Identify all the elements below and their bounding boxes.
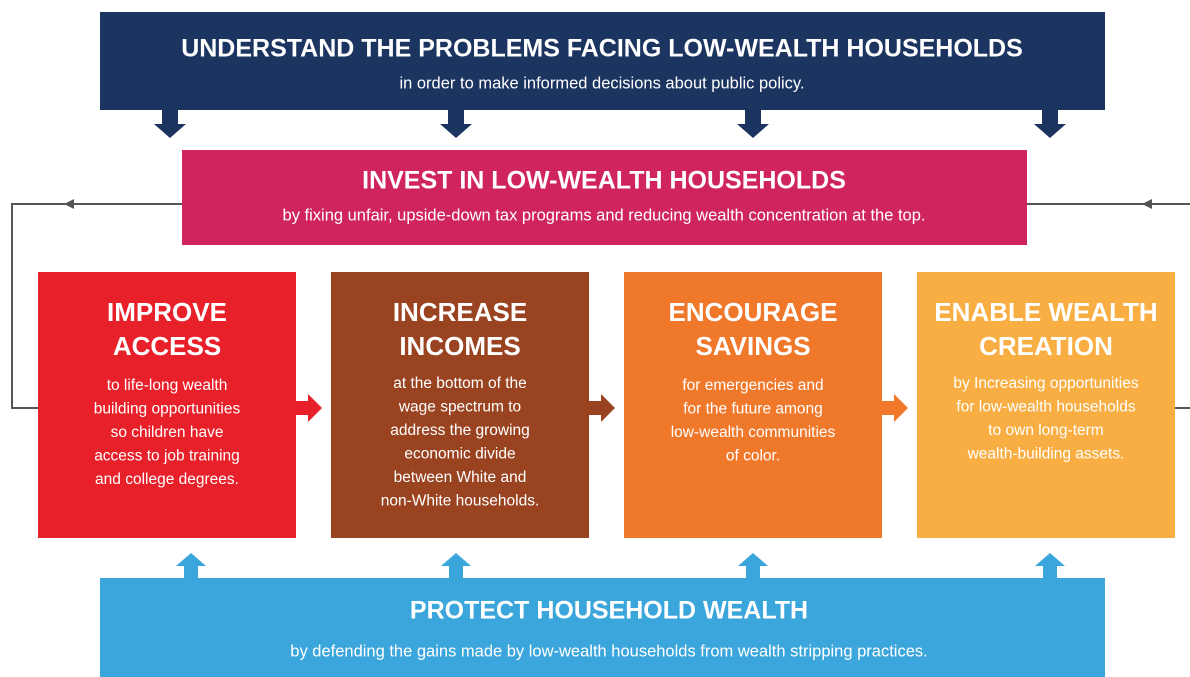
pillar-body: wealth-building assets. bbox=[967, 446, 1125, 463]
pillar-body: and college degrees. bbox=[95, 471, 239, 488]
pillar-title: ENCOURAGE bbox=[668, 297, 837, 327]
pillar-body: of color. bbox=[726, 448, 780, 465]
pillar-title: CREATION bbox=[979, 331, 1113, 361]
pillar-title: INCOMES bbox=[399, 331, 520, 361]
pillar-body: at the bottom of the bbox=[393, 375, 527, 392]
up-arrows bbox=[176, 553, 1065, 578]
pillar-box bbox=[917, 272, 1175, 538]
pillar-box bbox=[38, 272, 296, 538]
feedback-loop bbox=[11, 203, 1190, 409]
loop-arrow bbox=[1142, 199, 1152, 209]
pillars: IMPROVE ACCESS to life-long wealth building… bbox=[38, 272, 1175, 538]
invest-title: INVEST IN LOW-WEALTH HOUSEHOLDS bbox=[362, 167, 846, 195]
pillar-title: SAVINGS bbox=[695, 331, 810, 361]
protect-title: PROTECT HOUSEHOLD WEALTH bbox=[410, 597, 808, 625]
pillar-title: ENABLE WEALTH bbox=[934, 297, 1157, 327]
pillar-body: building opportunities bbox=[94, 401, 241, 418]
protect-subtitle: by defending the gains made by low-wealt… bbox=[290, 642, 927, 660]
pillar-body: low-wealth communities bbox=[671, 424, 836, 441]
pillar-body: access to job training bbox=[94, 448, 240, 465]
down-arrows bbox=[154, 110, 1066, 138]
pillar-title: ACCESS bbox=[113, 331, 221, 361]
pillar-body: between White and bbox=[394, 469, 527, 486]
pillar-box bbox=[331, 272, 589, 538]
pillar-body: address the growing bbox=[390, 422, 530, 439]
pillar-title: INCREASE bbox=[393, 297, 527, 327]
protect-box bbox=[100, 578, 1105, 677]
pillar-title: IMPROVE bbox=[107, 297, 227, 327]
invest-subtitle: by fixing unfair, upside-down tax progra… bbox=[283, 206, 926, 224]
header-subtitle: in order to make informed decisions abou… bbox=[399, 74, 804, 92]
pillar-body: to own long-term bbox=[988, 422, 1103, 439]
pillar-body: wage spectrum to bbox=[398, 399, 521, 416]
pillar-body: for the future among bbox=[683, 401, 823, 418]
pillar-body: by Increasing opportunities bbox=[953, 375, 1139, 392]
pillar-body: for emergencies and bbox=[682, 377, 823, 394]
flow-arrow bbox=[589, 394, 615, 422]
flow-arrow bbox=[882, 394, 908, 422]
invest-box bbox=[182, 150, 1027, 245]
header-title: UNDERSTAND THE PROBLEMS FACING LOW-WEALT… bbox=[181, 35, 1023, 63]
loop-arrow bbox=[64, 199, 74, 209]
flow-arrow bbox=[296, 394, 322, 422]
pillar-box bbox=[624, 272, 882, 538]
pillar-body: so children have bbox=[111, 424, 224, 441]
pillar-body: non-White households. bbox=[381, 493, 540, 510]
header-box bbox=[100, 12, 1105, 110]
pillar-body: for low-wealth households bbox=[956, 399, 1135, 416]
pillar-body: economic divide bbox=[404, 446, 515, 463]
pillar-body: to life-long wealth bbox=[107, 377, 228, 394]
